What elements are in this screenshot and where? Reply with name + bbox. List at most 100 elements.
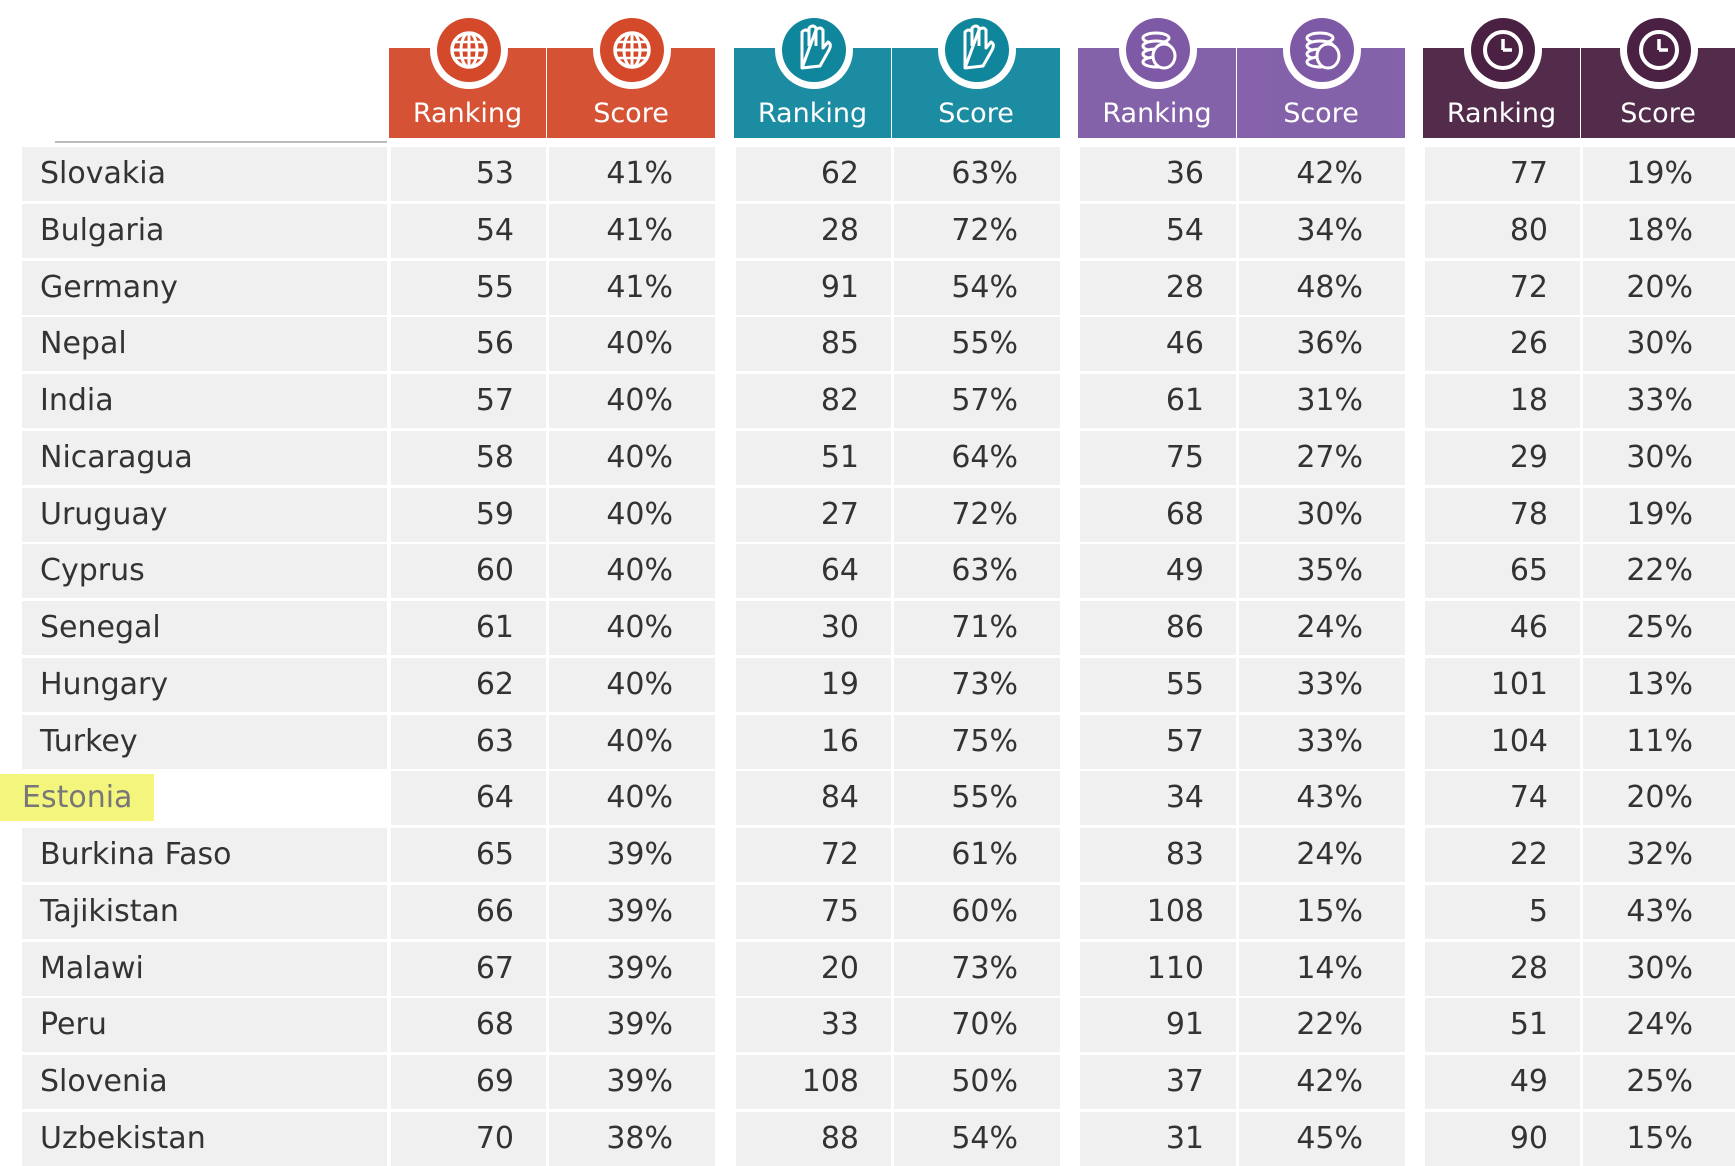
country-cell: Estonia [0,771,387,825]
value-cell: 69 [391,1055,546,1110]
value-cell: 43% [1239,771,1405,826]
country-name: Hungary [40,666,169,702]
column-icon [774,11,853,89]
column-header: Score [547,48,715,138]
value-cell: 73% [894,941,1060,996]
value-cell: 65 [391,828,546,883]
value-cell: 24% [1583,998,1735,1053]
value-cell: 54 [391,203,546,258]
value-cell: 40% [549,317,715,372]
country-name: Slovakia [40,156,166,191]
value-cell: 70 [391,1111,546,1166]
value-cell: 22 [1425,828,1580,883]
value-cell: 5 [1425,884,1580,939]
value-cell: 18% [1583,203,1735,258]
value-cell: 57% [894,374,1060,429]
value-cell: 25% [1583,1055,1735,1110]
column-icon [938,11,1016,89]
value-cell: 72 [1425,260,1580,315]
value-cell: 37 [1080,1055,1236,1110]
value-cell: 54% [894,260,1060,315]
value-cell: 28 [1080,260,1236,315]
value-cell: 33 [736,998,891,1053]
value-cell: 60 [391,544,546,599]
column-icon [1119,11,1197,89]
value-cell: 56 [391,317,546,372]
value-cell: 68 [391,998,546,1053]
value-cell: 40% [549,771,715,826]
value-cell: 110 [1080,941,1236,996]
value-cell: 11% [1583,714,1735,769]
value-cell: 20% [1583,771,1735,826]
value-cell: 46 [1425,601,1580,656]
value-cell: 61 [1080,374,1236,429]
value-cell: 71% [894,601,1060,656]
value-cell: 59 [391,487,546,542]
value-cell: 85 [736,317,891,372]
value-cell: 64% [894,430,1060,485]
value-cell: 55% [894,771,1060,826]
value-cell: 68 [1080,487,1236,542]
value-cell: 104 [1425,714,1580,769]
value-cell: 60% [894,884,1060,939]
value-cell: 39% [549,828,715,883]
value-cell: 46 [1080,317,1236,372]
country-cell: Nicaragua [22,430,387,485]
value-cell: 108 [736,1055,891,1110]
value-cell: 82 [736,374,891,429]
value-cell: 30% [1583,317,1735,372]
value-cell: 61% [894,828,1060,883]
value-cell: 74 [1425,771,1580,826]
country-name: Uzbekistan [40,1120,206,1156]
value-cell: 64 [736,544,891,599]
value-cell: 57 [391,374,546,429]
country-name: Turkey [40,723,138,759]
value-cell: 75 [1080,430,1236,485]
value-cell: 33% [1239,657,1405,712]
value-cell: 72% [894,487,1060,542]
value-cell: 84 [736,771,891,826]
value-cell: 77 [1425,147,1580,201]
value-cell: 61 [391,601,546,656]
value-cell: 39% [549,1055,715,1110]
country-name: Peru [40,1007,107,1043]
value-cell: 38% [549,1111,715,1166]
value-cell: 29 [1425,430,1580,485]
value-cell: 31 [1080,1111,1236,1166]
value-cell: 16 [736,714,891,769]
value-cell: 25% [1583,601,1735,656]
value-cell: 43% [1583,884,1735,939]
value-cell: 22% [1239,998,1405,1053]
value-cell: 14% [1239,941,1405,996]
value-cell: 65 [1425,544,1580,599]
country-name: Malawi [40,950,144,986]
value-cell: 51 [1425,998,1580,1053]
value-cell: 75% [894,714,1060,769]
value-cell: 41% [549,260,715,315]
value-cell: 40% [549,714,715,769]
country-cell: Malawi [22,941,387,996]
country-name: Estonia [0,774,155,822]
value-cell: 73% [894,657,1060,712]
value-cell: 70% [894,998,1060,1053]
value-cell: 40% [549,601,715,656]
value-cell: 53 [391,147,546,201]
value-cell: 36% [1239,317,1405,372]
country-name: Germany [40,269,178,305]
country-cell: Cyprus [22,544,387,599]
country-name: Tajikistan [40,893,179,929]
country-cell: Bulgaria [22,203,387,258]
value-cell: 45% [1239,1111,1405,1166]
value-cell: 40% [549,487,715,542]
value-cell: 63% [894,147,1060,201]
value-cell: 15% [1239,884,1405,939]
value-cell: 27 [736,487,891,542]
value-cell: 31% [1239,374,1405,429]
value-cell: 39% [549,884,715,939]
value-cell: 90 [1425,1111,1580,1166]
value-cell: 40% [549,374,715,429]
value-cell: 72% [894,203,1060,258]
value-cell: 40% [549,544,715,599]
value-cell: 30% [1239,487,1405,542]
